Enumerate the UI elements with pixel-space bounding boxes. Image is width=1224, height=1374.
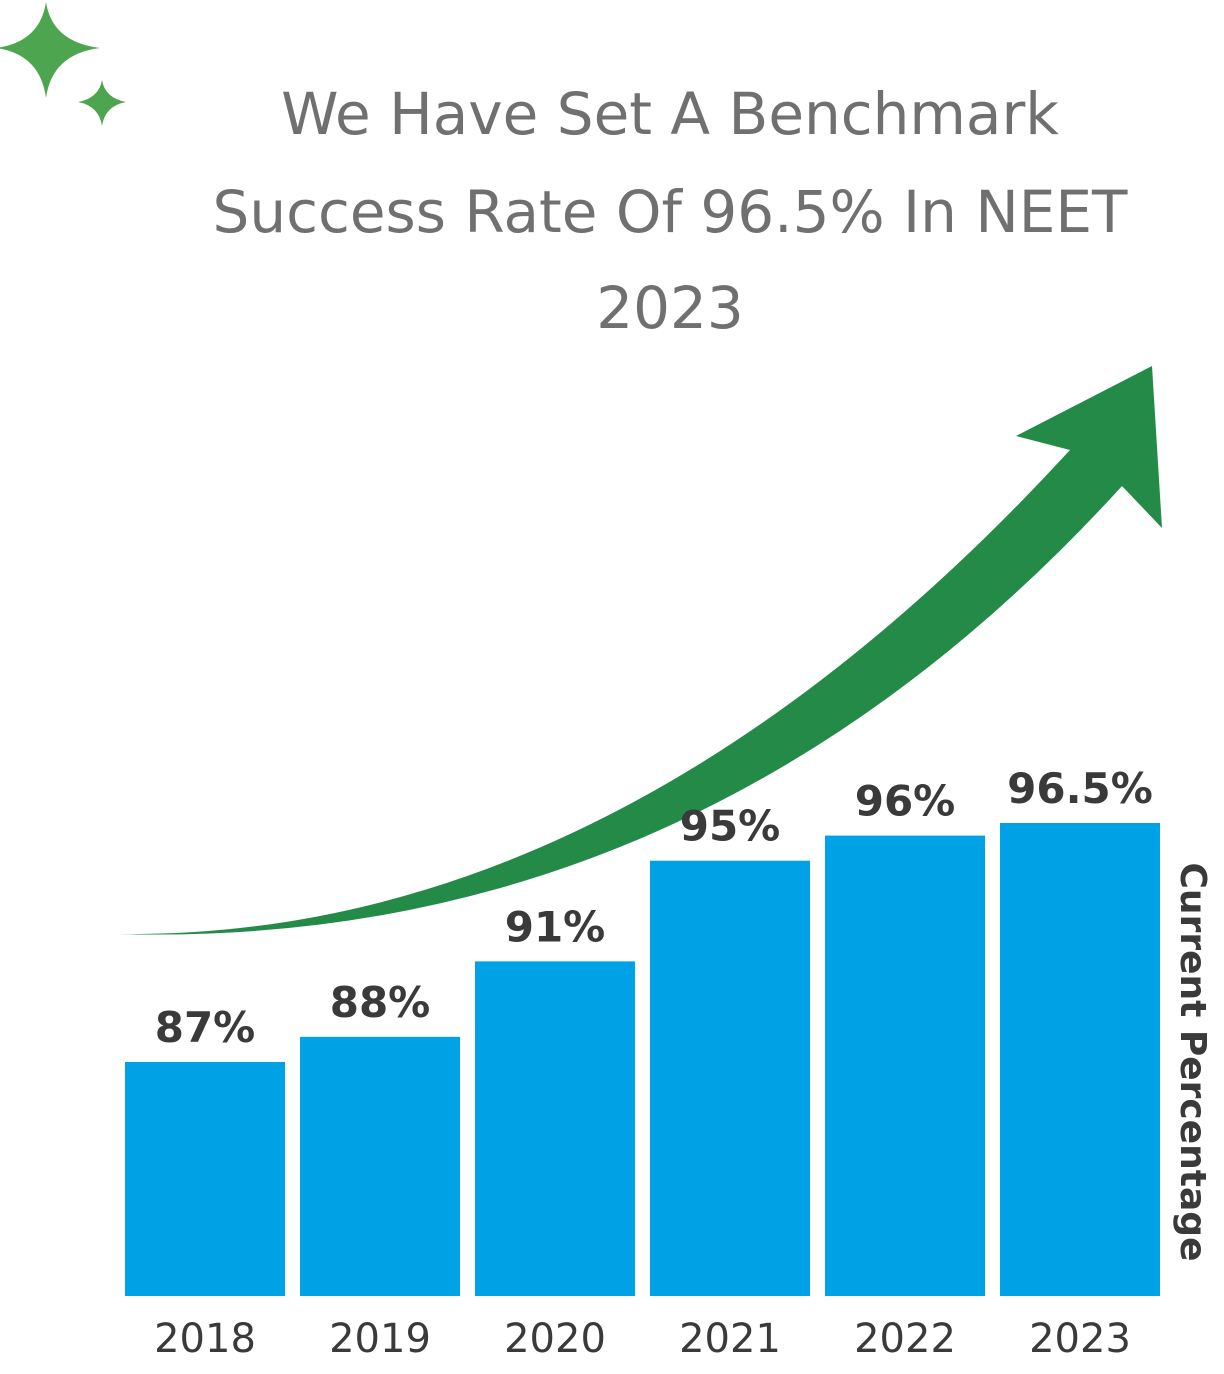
x-tick-label-2021: 2021 xyxy=(679,1316,781,1362)
x-tick-label-2019: 2019 xyxy=(329,1316,431,1362)
x-tick-label-2023: 2023 xyxy=(1029,1316,1131,1362)
title-line-3: 2023 xyxy=(596,274,744,342)
year-labels-layer: 2018 2019 2020 2021 2022 2023 xyxy=(154,1316,1131,1362)
growth-arrow-icon xyxy=(118,366,1162,935)
bar-2022 xyxy=(825,835,985,1296)
x-tick-label-2020: 2020 xyxy=(504,1316,606,1362)
sparkle-small-icon xyxy=(78,80,126,126)
bars-layer xyxy=(125,823,1160,1296)
x-tick-label-2018: 2018 xyxy=(154,1316,256,1362)
value-label-2020: 91% xyxy=(505,902,606,951)
bar-2023 xyxy=(1000,823,1160,1296)
value-label-2021: 95% xyxy=(680,802,781,851)
title-line-1: We Have Set A Benchmark xyxy=(281,80,1059,148)
value-label-2022: 96% xyxy=(855,777,956,826)
bar-2019 xyxy=(300,1036,460,1296)
bar-2018 xyxy=(125,1062,285,1296)
sparkle-icon xyxy=(0,2,126,126)
bar-2020 xyxy=(475,961,635,1296)
x-tick-label-2022: 2022 xyxy=(854,1316,956,1362)
value-label-2023: 96.5% xyxy=(1007,764,1153,813)
bar-2021 xyxy=(650,860,810,1296)
value-label-2019: 88% xyxy=(330,978,431,1027)
value-labels-layer: 87% 88% 91% 95% 96% 96.5% xyxy=(155,764,1153,1052)
sparkle-large-icon xyxy=(0,2,100,98)
chart-title: We Have Set A Benchmark Success Rate Of … xyxy=(213,80,1129,342)
y-axis-label: Current Percentage xyxy=(1172,863,1213,1262)
value-label-2018: 87% xyxy=(155,1003,256,1052)
title-line-2: Success Rate Of 96.5% In NEET xyxy=(213,178,1129,246)
